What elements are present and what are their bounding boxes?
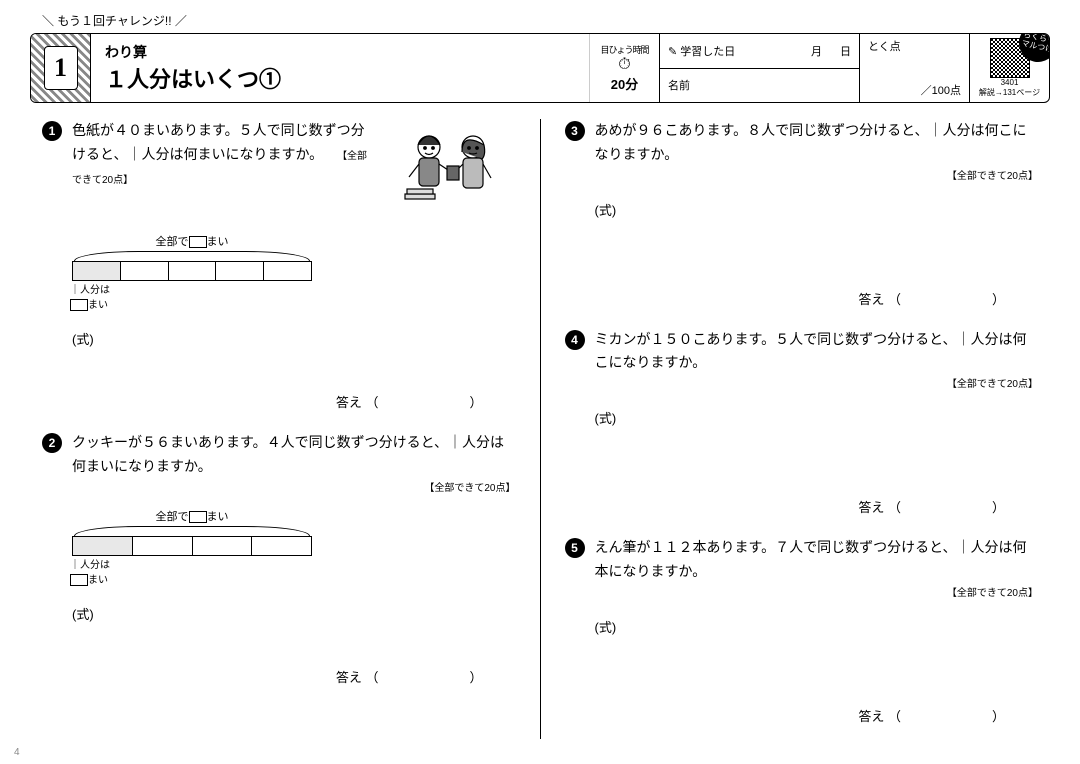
answer-line: 答え （ ） [565,289,1039,308]
title-box: わり算 １人分はいくつ① [91,34,589,102]
formula-label: (式) [595,617,1039,636]
problem-2: 2 クッキーが５６まいあります。４人で同じ数ずつ分けると、｜人分は何まいになりま… [42,431,516,686]
formula-label: (式) [72,604,516,623]
study-date-label: ✎ 学習した日 [668,43,793,59]
date-units: 月日 [793,43,851,59]
info-box: ✎ 学習した日 月日 名前 [659,34,859,102]
problem-number: 5 [565,538,585,558]
diagram-top-label: 全部でまい [72,233,312,249]
name-label: 名前 [668,77,690,93]
problem-text: あめが９６こあります。８人で同じ数ずつ分けると、｜人分は何こになりますか。 [595,119,1039,167]
right-column: 3 あめが９６こあります。８人で同じ数ずつ分けると、｜人分は何こになりますか。 … [541,119,1051,739]
problem-1: 1 色紙が４０まいあります。５人で同じ数ずつ分けると、｜人分は何まいになりますか… [42,119,516,411]
page-number: 4 [14,747,20,758]
lesson-number-box: 1 [31,34,91,102]
formula-label: (式) [595,408,1039,427]
content-area: 1 色紙が４０まいあります。５人で同じ数ずつ分けると、｜人分は何まいになりますか… [30,119,1050,739]
worksheet-header: 1 わり算 １人分はいくつ① 目ひょう時間 ⏱ 20分 ✎ 学習した日 月日 名… [30,33,1050,103]
problem-points: 【全部できて20点】 [82,479,516,494]
problem-text: ミカンが１５０こあります。５人で同じ数ずつ分けると、｜人分は何こになりますか。 [595,328,1039,376]
problem-number: 3 [565,121,585,141]
bar-strip [72,261,312,281]
answer-line: 答え （ ） [565,497,1039,516]
score-box: とく点 ／100点 [859,34,969,102]
bar-diagram-2: 全部でまい ｜人分は まい [72,508,312,586]
lesson-number: 1 [44,46,78,90]
timer-value: 20分 [611,74,638,93]
title-category: わり算 [105,42,575,62]
children-illustration [386,119,516,219]
study-date-row: ✎ 学習した日 月日 [660,34,859,69]
problem-points: 【全部できて20点】 [605,375,1039,390]
formula-label: (式) [72,329,516,348]
problem-5: 5 えん筆が１１２本あります。７人で同じ数ずつ分けると、｜人分は何本になりますか… [565,536,1039,725]
problem-points: 【全部できて20点】 [605,584,1039,599]
answer-line: 答え （ ） [42,392,516,411]
bar-diagram-1: 全部でまい ｜人分は まい [72,233,312,311]
problem-text: えん筆が１１２本あります。７人で同じ数ずつ分けると、｜人分は何本になりますか。 [595,536,1039,584]
problem-number: 4 [565,330,585,350]
left-column: 1 色紙が４０まいあります。５人で同じ数ずつ分けると、｜人分は何まいになりますか… [30,119,541,739]
formula-label: (式) [595,200,1039,219]
answer-line: 答え （ ） [565,706,1039,725]
score-max: ／100点 [921,82,961,98]
problem-points: 【全部できて20点】 [605,167,1039,182]
bar-strip [72,536,312,556]
qr-box: らくらく マルつけ 3401 解説→131ページ [969,34,1049,102]
problem-4: 4 ミカンが１５０こあります。５人で同じ数ずつ分けると、｜人分は何こになりますか… [565,328,1039,517]
problem-number: 2 [42,433,62,453]
challenge-label: ＼ もう１回チャレンジ!! ／ [42,12,1050,29]
title-main: １人分はいくつ① [105,62,575,94]
diagram-top-label: 全部でまい [72,508,312,524]
problem-text: 色紙が４０まいあります。５人で同じ数ずつ分けると、｜人分は何まいになりますか。 … [72,119,376,190]
problem-3: 3 あめが９６こあります。８人で同じ数ずつ分けると、｜人分は何こになりますか。 … [565,119,1039,308]
diagram-under-label: ｜人分は まい [70,281,312,311]
timer-box: 目ひょう時間 ⏱ 20分 [589,34,659,102]
answer-line: 答え （ ） [42,667,516,686]
qr-reference: 解説→131ページ [979,87,1040,98]
problem-text: クッキーが５６まいあります。４人で同じ数ずつ分けると、｜人分は何まいになりますか… [72,431,516,479]
timer-icon: ⏱ [618,56,630,74]
qr-code-number: 3401 [1001,78,1019,87]
timer-label: 目ひょう時間 [600,43,648,56]
name-row: 名前 [660,69,859,103]
problem-number: 1 [42,121,62,141]
score-label: とく点 [868,38,961,54]
diagram-under-label: ｜人分は まい [70,556,312,586]
